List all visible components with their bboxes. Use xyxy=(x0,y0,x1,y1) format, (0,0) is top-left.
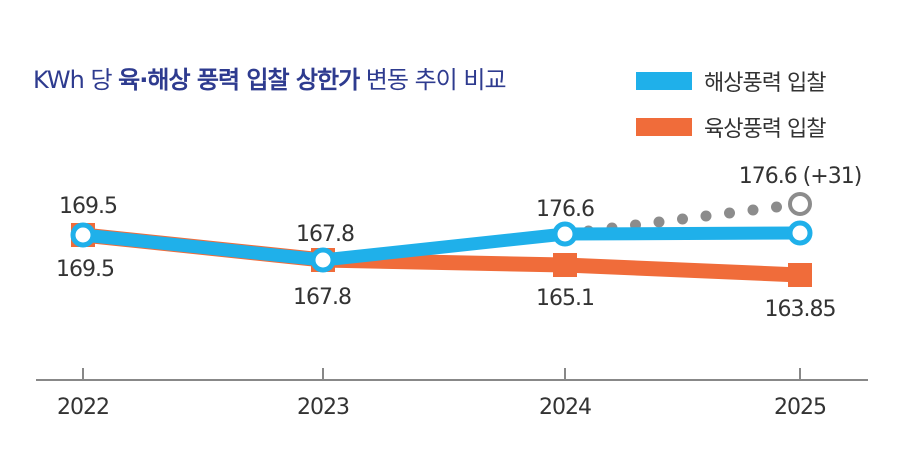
legend-item-offshore: 해상풍력 입찰 xyxy=(636,58,826,104)
x-tick-label-2025: 2025 xyxy=(774,395,826,420)
projection-label: 176.6 (+31) xyxy=(739,164,862,189)
offshore-marker-2023 xyxy=(310,247,336,273)
title-prefix: KWh 당 xyxy=(33,66,119,94)
title-bold: 육·해상 풍력 입찰 상한가 xyxy=(118,66,360,94)
legend-label-onshore: 육상풍력 입찰 xyxy=(704,117,826,142)
offshore-marker-2024 xyxy=(552,221,578,247)
legend: 해상풍력 입찰 육상풍력 입찰 xyxy=(636,58,826,150)
legend-item-onshore: 육상풍력 입찰 xyxy=(636,104,826,150)
onshore-data-label-2024: 165.1 xyxy=(536,286,594,311)
projection-dot xyxy=(700,210,712,222)
legend-swatch-offshore xyxy=(636,72,692,90)
offshore-marker-2022 xyxy=(70,222,96,248)
projection-dot xyxy=(653,216,665,228)
x-tick-label-2023: 2023 xyxy=(297,395,349,420)
offshore-data-label-2022: 169.5 xyxy=(59,194,117,219)
onshore-marker-2024 xyxy=(553,253,577,277)
projection-dot xyxy=(771,201,782,213)
projection-dot xyxy=(677,213,688,225)
projection-marker xyxy=(788,192,812,216)
offshore-data-label-2024: 176.6 xyxy=(536,197,594,222)
series-line-offshore xyxy=(82,226,801,267)
legend-swatch-onshore xyxy=(636,118,692,136)
x-tick-label-2022: 2022 xyxy=(57,395,109,420)
projection-dot xyxy=(747,204,759,216)
onshore-data-label-2022: 169.5 xyxy=(56,257,114,282)
onshore-marker-2025 xyxy=(788,263,812,287)
onshore-data-label-2023: 167.8 xyxy=(293,285,351,310)
chart-title: KWh 당 육·해상 풍력 입찰 상한가 변동 추이 비교 xyxy=(33,60,507,95)
onshore-data-label-2025: 163.85 xyxy=(765,297,836,322)
x-tick-label-2024: 2024 xyxy=(539,395,591,420)
offshore-data-label-2023: 167.8 xyxy=(296,222,354,247)
title-suffix: 변동 추이 비교 xyxy=(359,66,507,94)
legend-label-offshore: 해상풍력 입찰 xyxy=(704,71,826,96)
offshore-marker-2025 xyxy=(787,220,813,246)
projection-dot xyxy=(724,207,735,219)
